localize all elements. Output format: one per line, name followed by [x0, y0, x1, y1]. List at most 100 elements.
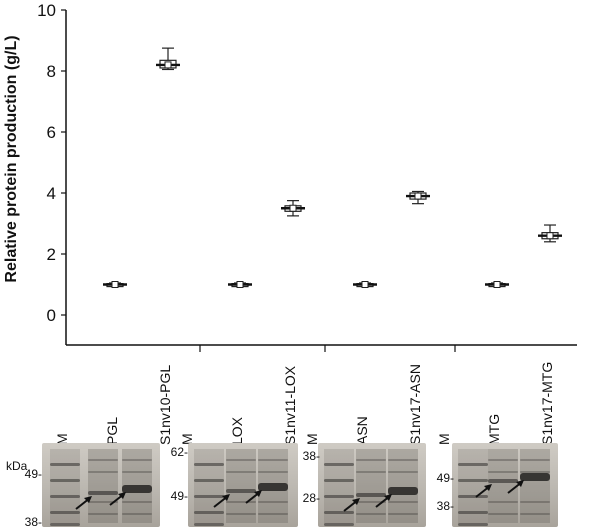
y-tick-label: 8 [47, 62, 56, 81]
protein-band [122, 459, 152, 461]
protein-band [122, 471, 152, 473]
protein-band [488, 459, 518, 461]
target-band-strong [388, 487, 418, 495]
gel-panel [42, 443, 160, 527]
box-mean-marker [361, 281, 369, 288]
box-mean-marker [493, 281, 501, 288]
box-mean-marker [164, 61, 172, 69]
ladder-band [194, 523, 224, 526]
protein-band [88, 513, 118, 515]
ladder-band [194, 511, 224, 514]
category-label: ASN [354, 416, 370, 445]
target-band [356, 493, 386, 497]
arrow-icon [375, 494, 392, 508]
protein-band [258, 471, 288, 473]
protein-band [258, 501, 288, 503]
ladder-band [458, 511, 488, 514]
gel-lane [520, 449, 550, 523]
target-band-strong [258, 483, 288, 491]
arrow-icon [245, 490, 262, 504]
gel-lane [226, 449, 256, 523]
gel-lane [458, 449, 488, 526]
ladder-band [458, 523, 488, 526]
gel-lane [324, 449, 354, 526]
ladder-band [458, 495, 488, 498]
gel-panel [452, 443, 558, 527]
category-label: LOX [229, 416, 245, 445]
ladder-band [324, 463, 354, 466]
target-band-strong [520, 473, 550, 481]
y-tick-label: 10 [37, 1, 56, 20]
mw-marker-label: 38- [436, 499, 454, 513]
y-tick-label: 2 [47, 245, 56, 264]
target-band-strong [122, 485, 152, 493]
gel-lane [488, 449, 518, 523]
arrow-icon [75, 496, 92, 510]
protein-band [258, 459, 288, 461]
mw-marker-label: 49- [24, 467, 42, 481]
category-label: S1nv17-MTG [539, 361, 555, 445]
protein-band [488, 513, 518, 515]
protein-band [226, 459, 256, 461]
mw-marker-label: 49- [170, 489, 188, 503]
kda-unit-label: kDa [6, 459, 28, 473]
target-band [226, 489, 256, 493]
protein-band [520, 459, 550, 461]
protein-band [226, 471, 256, 473]
arrow-icon [507, 480, 524, 494]
arrow-icon [109, 492, 126, 506]
protein-band [88, 501, 118, 503]
gel-lane [50, 449, 80, 526]
category-label: MTG [486, 413, 502, 445]
mw-marker-label: 28- [302, 491, 320, 505]
ladder-band [194, 479, 224, 482]
protein-band [356, 501, 386, 503]
arrow-icon [475, 484, 492, 498]
protein-band [88, 471, 118, 473]
protein-band [88, 459, 118, 461]
box-mean-marker [414, 192, 422, 200]
category-label: PGL [104, 416, 120, 445]
mw-marker-label: 38- [24, 515, 42, 529]
box-mean-marker [289, 204, 297, 212]
protein-band [520, 471, 550, 473]
ladder-band [194, 495, 224, 498]
y-tick-label: 4 [47, 184, 56, 203]
box-mean-marker [111, 281, 119, 288]
protein-band [226, 501, 256, 503]
protein-band [258, 513, 288, 515]
protein-band [356, 513, 386, 515]
category-label: S1nv17-ASN [407, 364, 423, 445]
gel-lane [88, 449, 118, 523]
gel-lane [388, 449, 418, 523]
protein-band [388, 471, 418, 473]
protein-band [388, 501, 418, 503]
mw-marker-label: 38- [302, 449, 320, 463]
mw-marker-label: 62- [170, 445, 188, 459]
protein-band [122, 501, 152, 503]
ladder-band [324, 495, 354, 498]
ladder-band [458, 463, 488, 466]
gel-panel [188, 443, 298, 527]
gel-panel [318, 443, 426, 527]
ladder-band [50, 523, 80, 526]
box-mean-marker [546, 232, 554, 240]
gel-lane [194, 449, 224, 526]
category-label: M [436, 433, 452, 445]
ladder-band [324, 511, 354, 514]
category-label: S1nv11-LOX [282, 365, 298, 445]
target-band [488, 479, 518, 483]
gel-lane [258, 449, 288, 523]
ladder-band [194, 463, 224, 466]
gel-lane [356, 449, 386, 523]
ladder-band [50, 495, 80, 498]
protein-band [388, 513, 418, 515]
protein-band [520, 501, 550, 503]
ladder-band [50, 479, 80, 482]
gel-lane [122, 449, 152, 523]
ladder-band [50, 511, 80, 514]
arrow-icon [213, 494, 230, 508]
protein-band [488, 501, 518, 503]
target-band [88, 491, 118, 495]
